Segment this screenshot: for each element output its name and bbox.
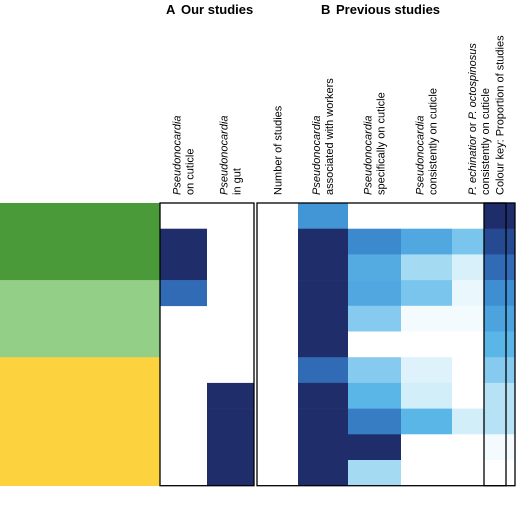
previous-studies-cell [401, 434, 452, 461]
species-band [0, 305, 160, 332]
previous-studies-cell [348, 331, 401, 358]
previous-studies-cell [298, 305, 348, 332]
colour-key-cell [484, 331, 515, 358]
panel-b-title: Previous studies [336, 2, 440, 17]
previous-studies-cell [298, 460, 348, 486]
colour-key-cell [484, 460, 515, 486]
species-band [0, 331, 160, 358]
species-band [0, 434, 160, 461]
species-band [0, 357, 160, 384]
species-band [0, 228, 160, 255]
previous-studies-cell [348, 254, 401, 281]
previous-studies-cell [348, 305, 401, 332]
colour-key-cell [484, 305, 515, 332]
colour-key-cell [484, 434, 515, 461]
previous-studies-cell [298, 228, 348, 255]
colour-key-cell [484, 357, 515, 384]
our-studies-cell [160, 228, 207, 255]
panel-b-letter: B [321, 2, 330, 17]
colour-key-cell [484, 254, 515, 281]
text-layer: A Our studies B Previous studies Pseudon… [166, 2, 507, 195]
previous-studies-cell [348, 228, 401, 255]
species-band [0, 408, 160, 435]
previous-studies-cell [298, 382, 348, 409]
previous-studies-cell [401, 228, 452, 255]
colour-key-cell [484, 203, 515, 229]
our-studies-cell [207, 382, 254, 409]
our-studies-cell [160, 280, 207, 307]
previous-studies-header: Pseudonocardiaspecifically on cuticle [363, 92, 388, 195]
our-studies-cell [207, 460, 254, 486]
previous-studies-cell [401, 460, 452, 486]
colour-key-cell [484, 280, 515, 307]
count-header: Number of studies [273, 105, 285, 195]
previous-studies-header: Pseudonocardiaconsistently on cuticle [415, 88, 440, 195]
previous-studies-cell [401, 408, 452, 435]
previous-studies-cell [401, 280, 452, 307]
previous-studies-cell [348, 434, 401, 461]
species-band [0, 460, 160, 486]
previous-studies-cell [401, 357, 452, 384]
previous-studies-cell [348, 357, 401, 384]
panel-a-border [159, 202, 255, 487]
borders-layer [159, 202, 516, 487]
previous-studies-header: Pseudonocardiaassociated with workers [311, 78, 336, 195]
previous-studies-cell [401, 331, 452, 358]
previous-studies-cell [348, 408, 401, 435]
previous-studies-cell [348, 460, 401, 486]
colour-key-cell [484, 382, 515, 409]
cells-layer [160, 203, 515, 486]
our-studies-cell [160, 254, 207, 281]
colour-key-border [483, 202, 516, 487]
panel-a-letter: A [166, 2, 176, 17]
previous-studies-cell [298, 408, 348, 435]
panel-a-title: Our studies [181, 2, 253, 17]
previous-studies-cell [298, 434, 348, 461]
previous-studies-cell [298, 203, 348, 229]
previous-studies-header: P. echinatior or P. octospinosusconsiste… [467, 43, 492, 195]
species-band [0, 203, 160, 229]
species-band [0, 254, 160, 281]
previous-studies-cell [348, 203, 401, 229]
our-studies-cell [207, 434, 254, 461]
previous-studies-cell [298, 357, 348, 384]
previous-studies-cell [348, 382, 401, 409]
background-layer [0, 203, 160, 486]
previous-studies-cell [348, 280, 401, 307]
our-studies-header: Pseudonocardiaon cuticle [172, 115, 197, 195]
species-band [0, 382, 160, 409]
previous-studies-cell [401, 254, 452, 281]
panel-b-border [256, 202, 507, 487]
colour-key-header: Colour key: Proportion of studies [495, 35, 507, 195]
previous-studies-cell [401, 203, 452, 229]
colour-key-cell [484, 408, 515, 435]
our-studies-cell [207, 408, 254, 435]
previous-studies-cell [401, 305, 452, 332]
our-studies-header: Pseudonocardiain gut [219, 115, 244, 195]
previous-studies-cell [298, 331, 348, 358]
colour-key-cell [484, 228, 515, 255]
previous-studies-cell [401, 382, 452, 409]
previous-studies-cell [298, 280, 348, 307]
previous-studies-cell [298, 254, 348, 281]
species-band [0, 280, 160, 307]
